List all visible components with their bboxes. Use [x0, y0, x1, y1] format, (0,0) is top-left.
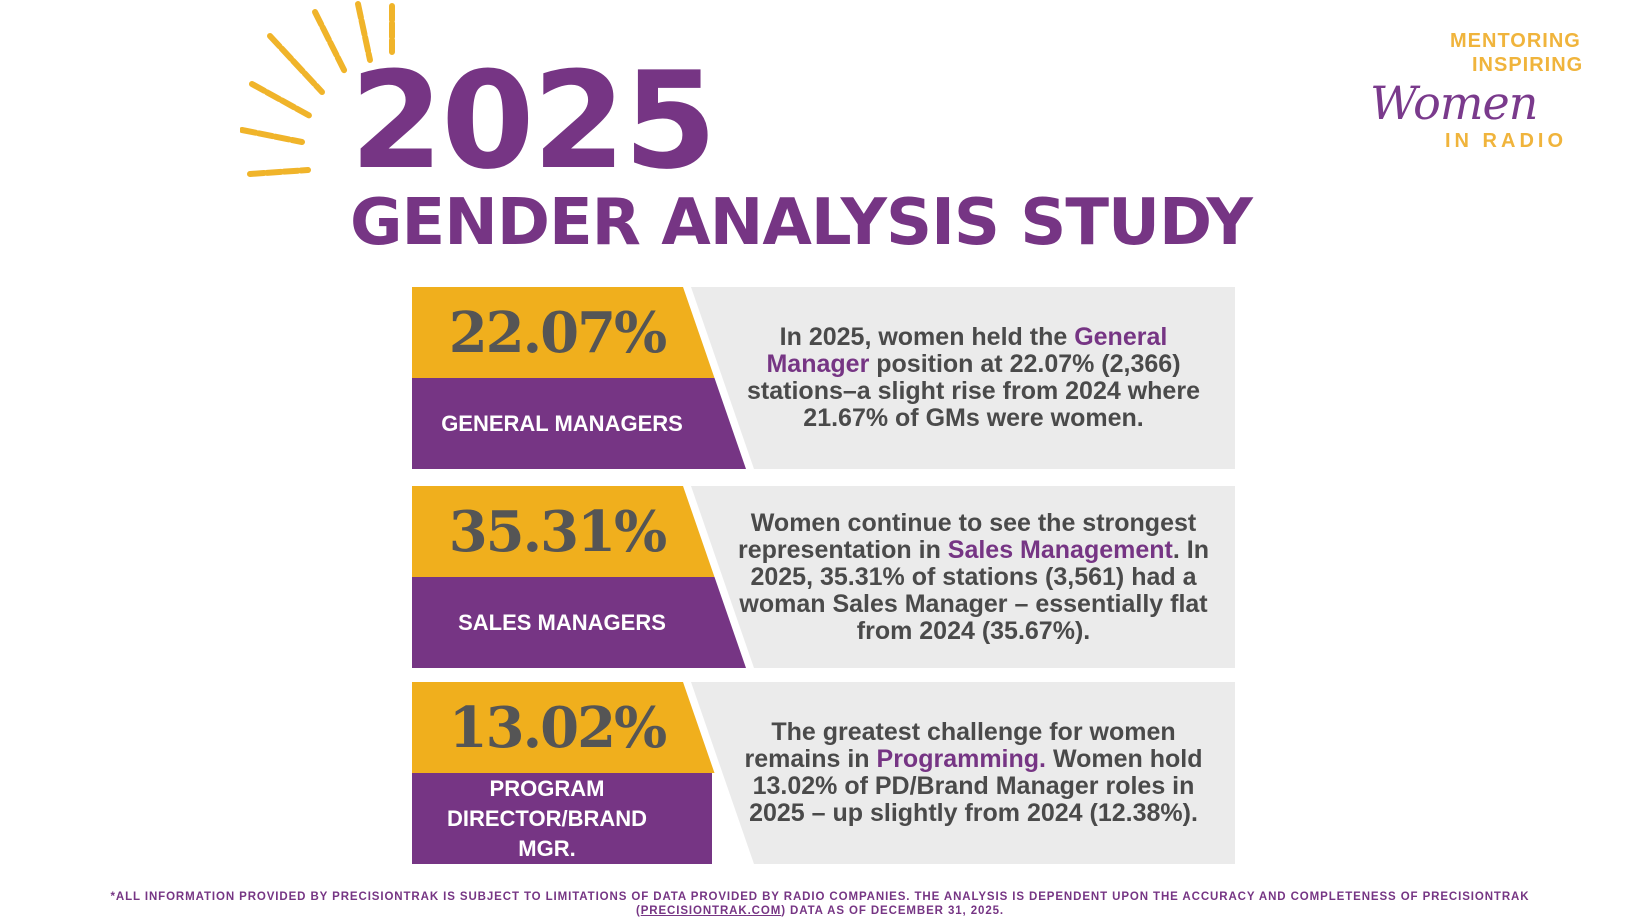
- footnote-line-2: ) DATA AS OF DECEMBER 31, 2025.: [781, 905, 1005, 917]
- logo-script: Women: [1370, 76, 1538, 130]
- page-title: GENDER ANALYSIS STUDY: [350, 186, 1253, 260]
- stat-description-panel: Women continue to see the strongest repr…: [691, 486, 1235, 668]
- stat-label: GENERAL MANAGERS: [412, 378, 746, 469]
- logo-line-3: IN RADIO: [1445, 130, 1567, 152]
- stat-card-general-managers: In 2025, women held the General Manager …: [412, 287, 1235, 469]
- page-year: 2025: [350, 43, 717, 199]
- desc-text: Women hold 13.02% of PD/Brand Manager ro…: [749, 745, 1203, 827]
- stat-label: PROGRAM DIRECTOR/BRAND MGR.: [412, 773, 712, 864]
- precisiontrak-link[interactable]: PRECISIONTRAK.COM: [640, 905, 782, 917]
- stat-description: Women continue to see the strongest repr…: [734, 508, 1214, 645]
- desc-text: In 2025, women held the: [779, 323, 1075, 351]
- footnote: *ALL INFORMATION PROVIDED BY PRECISIONTR…: [0, 890, 1640, 918]
- stat-description-panel: In 2025, women held the General Manager …: [691, 287, 1235, 469]
- stat-percent: 13.02%: [448, 694, 668, 761]
- footnote-paren: (: [635, 905, 641, 917]
- desc-highlight: General Manager: [766, 323, 1168, 378]
- logo-line-2: INSPIRING: [1472, 54, 1584, 76]
- stat-label: SALES MANAGERS: [412, 577, 746, 668]
- stat-description: In 2025, women held the General Manager …: [734, 324, 1214, 432]
- stat-percent: 22.07%: [448, 299, 668, 366]
- desc-highlight: Programming.: [876, 745, 1046, 773]
- desc-text: The greatest challenge for women remains…: [744, 718, 1176, 773]
- logo-line-1: MENTORING: [1450, 30, 1581, 52]
- stat-description-panel: The greatest challenge for women remains…: [691, 682, 1235, 864]
- sunburst-icon: [240, 1, 395, 177]
- desc-text: . In 2025, 35.31% of stations (3,561) ha…: [739, 535, 1209, 645]
- mentoring-inspiring-women-logo: MENTORING INSPIRING Women IN RADIO: [1350, 30, 1620, 154]
- desc-text: position at 22.07% (2,366) stations–a sl…: [747, 350, 1200, 432]
- stat-card-sales-managers: Women continue to see the strongest repr…: [412, 486, 1235, 668]
- stat-card-program-directors: The greatest challenge for women remains…: [412, 682, 1235, 864]
- desc-text: Women continue to see the strongest repr…: [738, 508, 1197, 564]
- footnote-line-1: *ALL INFORMATION PROVIDED BY PRECISIONTR…: [110, 891, 1530, 903]
- stat-description: The greatest challenge for women remains…: [734, 719, 1214, 827]
- stat-percent: 35.31%: [448, 498, 668, 565]
- desc-highlight: Sales Management: [947, 535, 1173, 564]
